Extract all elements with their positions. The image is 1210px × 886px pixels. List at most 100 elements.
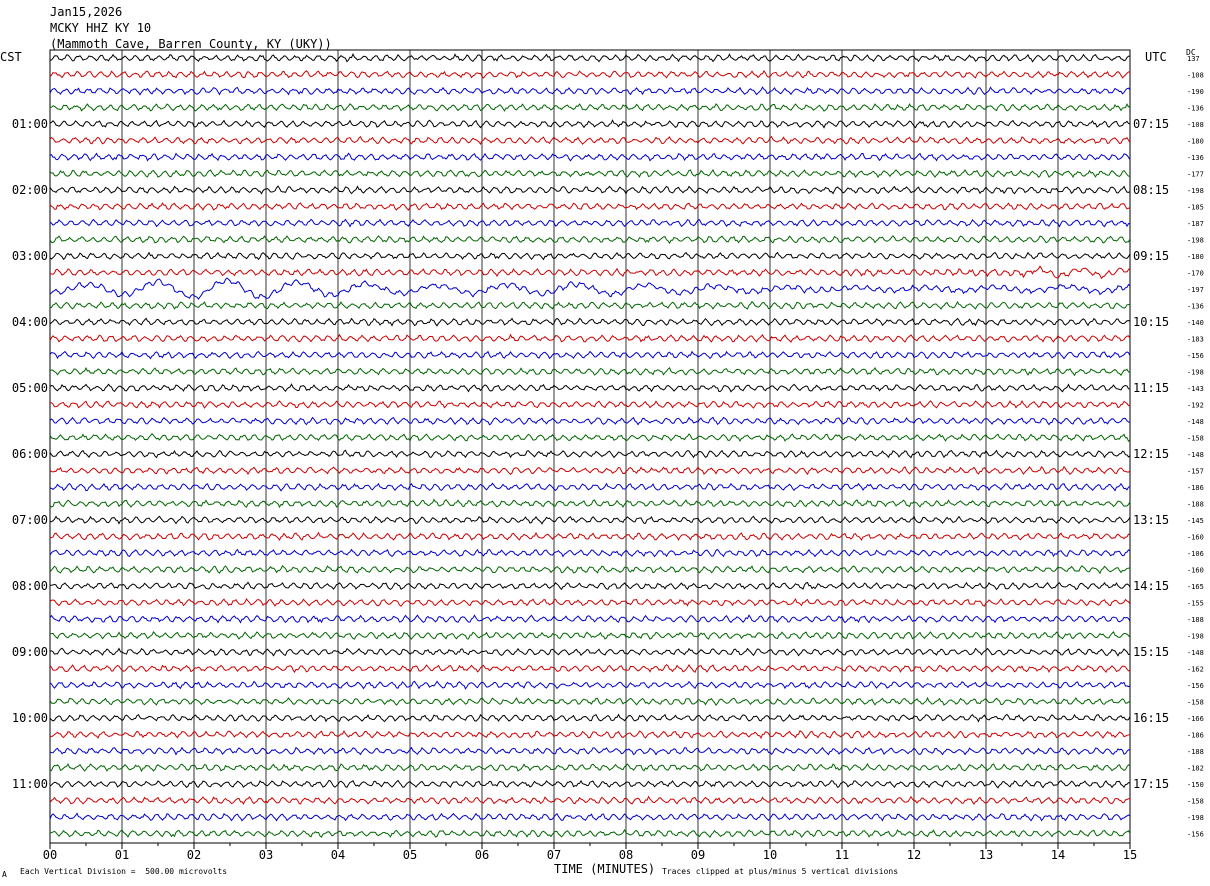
trace-row xyxy=(50,103,1131,112)
trace-row xyxy=(49,235,1131,245)
dc-offset-label: -160 xyxy=(1187,534,1204,542)
cst-hour-label: 04:00 xyxy=(12,315,48,329)
x-tick-label: 11 xyxy=(835,848,849,862)
x-tick-label: 05 xyxy=(403,848,417,862)
trace-row xyxy=(49,515,1131,525)
x-tick-label: 09 xyxy=(691,848,705,862)
dc-offset-label: -162 xyxy=(1187,666,1204,674)
dc-offset-label: -186 xyxy=(1187,484,1204,492)
trace-row xyxy=(49,614,1131,624)
trace-row xyxy=(49,713,1131,723)
trace-row xyxy=(49,795,1131,805)
trace-row xyxy=(49,465,1131,476)
utc-hour-label: 14:15 xyxy=(1133,579,1169,593)
trace-row xyxy=(49,531,1131,541)
trace-row xyxy=(49,482,1131,492)
cst-hour-label: 09:00 xyxy=(12,645,48,659)
trace-row xyxy=(49,647,1131,657)
x-tick-label: 07 xyxy=(547,848,561,862)
trace-row xyxy=(49,86,1131,96)
x-tick-label: 10 xyxy=(763,848,777,862)
dc-offset-label: -180 xyxy=(1187,138,1204,146)
trace-row xyxy=(49,680,1131,690)
cst-hour-label: 05:00 xyxy=(12,381,48,395)
dc-offset-label: -197 xyxy=(1187,286,1204,294)
trace-row xyxy=(49,265,1131,280)
trace-row xyxy=(49,812,1131,822)
dc-offset-label: -136 xyxy=(1187,303,1204,311)
trace-row xyxy=(49,498,1131,509)
dc-offset-label: -182 xyxy=(1187,765,1204,773)
dc-offset-label: -198 xyxy=(1187,237,1204,245)
location-label: (Mammoth Cave, Barren County, KY (UKY)) xyxy=(50,37,332,51)
trace-row xyxy=(49,366,1131,377)
dc-offset-label: -136 xyxy=(1187,154,1204,162)
dc-offset-label: -108 xyxy=(1187,72,1204,80)
x-tick-label: 01 xyxy=(115,848,129,862)
dc-offset-label: -145 xyxy=(1187,517,1204,525)
dc-offset-label: -190 xyxy=(1187,88,1204,96)
dc-offset-label: -108 xyxy=(1187,121,1204,129)
dc-offset-label: -188 xyxy=(1187,616,1204,624)
trace-row xyxy=(49,218,1131,228)
dc-offset-label: -198 xyxy=(1187,369,1204,377)
date-label: Jan15,2026 xyxy=(50,5,123,19)
trace-row xyxy=(49,631,1131,640)
dc-offset-label: -160 xyxy=(1187,567,1204,575)
trace-row xyxy=(49,449,1131,459)
x-tick-label: 15 xyxy=(1123,848,1137,862)
dc-offset-label: -158 xyxy=(1187,699,1204,707)
cst-hour-label: 11:00 xyxy=(12,777,48,791)
trace-row xyxy=(49,696,1131,707)
dc-offset-label: -155 xyxy=(1187,600,1204,608)
cst-hour-label: 01:00 xyxy=(12,117,48,131)
dc-offset-label: 137 xyxy=(1187,55,1200,63)
dc-offset-label: -198 xyxy=(1187,187,1204,195)
dc-offset-label: -156 xyxy=(1187,682,1204,690)
dc-offset-label: -136 xyxy=(1187,105,1204,113)
dc-offset-label: -188 xyxy=(1187,501,1204,509)
dc-offset-label: -158 xyxy=(1187,798,1204,806)
utc-hour-label: 17:15 xyxy=(1133,777,1169,791)
trace-row xyxy=(49,277,1131,300)
trace-row xyxy=(49,581,1131,591)
trace-row xyxy=(49,399,1131,409)
utc-hour-label: 10:15 xyxy=(1133,315,1169,329)
trace-row xyxy=(49,416,1131,426)
trace-row xyxy=(49,565,1131,575)
cst-hour-label: 02:00 xyxy=(12,183,48,197)
trace-row xyxy=(49,69,1131,79)
utc-hour-label: 11:15 xyxy=(1133,381,1169,395)
trace-row xyxy=(49,383,1131,393)
station-label: MCKY HHZ KY 10 xyxy=(50,21,152,35)
dc-offset-label: -150 xyxy=(1187,781,1204,789)
trace-row xyxy=(49,202,1131,211)
dc-offset-label: -192 xyxy=(1187,402,1204,410)
trace-row xyxy=(49,152,1131,162)
trace-row xyxy=(49,432,1131,443)
plot-header: Jan15,2026 MCKY HHZ KY 10 (Mammoth Cave,… xyxy=(50,4,332,52)
trace-row xyxy=(49,548,1131,558)
utc-hour-label: 09:15 xyxy=(1133,249,1169,263)
cst-hour-label: 03:00 xyxy=(12,249,48,263)
trace-row xyxy=(49,185,1131,195)
cst-hour-label: 08:00 xyxy=(12,579,48,593)
x-tick-label: 13 xyxy=(979,848,993,862)
dc-offset-label: -156 xyxy=(1187,352,1204,360)
cst-hour-label: 10:00 xyxy=(12,711,48,725)
utc-hour-label: 15:15 xyxy=(1133,645,1169,659)
corner-mark: A xyxy=(2,870,7,879)
utc-hour-label: 16:15 xyxy=(1133,711,1169,725)
x-tick-label: 06 xyxy=(475,848,489,862)
trace-row xyxy=(49,317,1131,327)
trace-row xyxy=(49,119,1131,129)
x-tick-label: 00 xyxy=(43,848,57,862)
dc-offset-label: -180 xyxy=(1187,253,1204,261)
right-timezone-label: UTC xyxy=(1145,50,1167,64)
cst-hour-label: 07:00 xyxy=(12,513,48,527)
trace-row xyxy=(49,168,1131,179)
dc-offset-label: -166 xyxy=(1187,715,1204,723)
left-timezone-label: CST xyxy=(0,50,22,64)
trace-row xyxy=(49,729,1131,740)
